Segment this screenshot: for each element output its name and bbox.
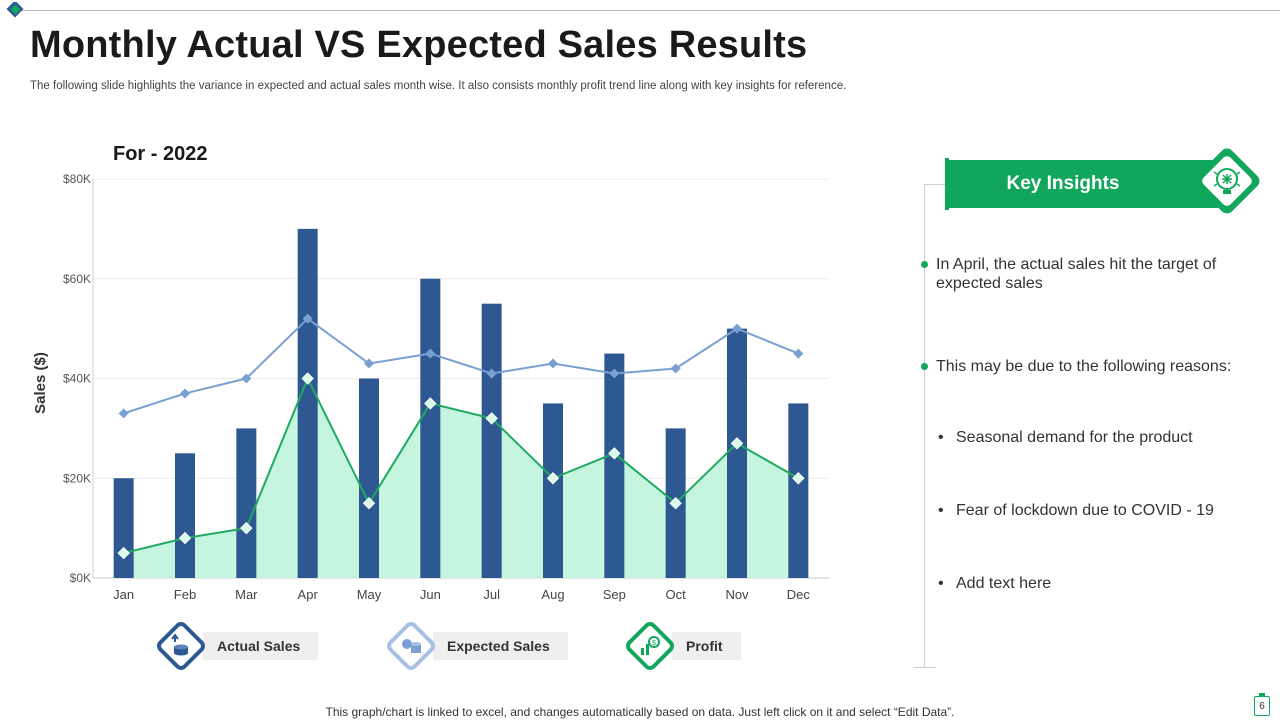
- x-tick-label: Mar: [235, 587, 258, 602]
- legend-profit[interactable]: $ Profit: [624, 620, 741, 672]
- expected-sales-marker: [609, 368, 620, 379]
- expected-sales-marker: [732, 323, 742, 334]
- x-tick-label: Jun: [420, 587, 441, 602]
- x-tick-label: Jan: [113, 587, 134, 602]
- insight-point-1: In April, the actual sales hit the targe…: [921, 255, 1256, 293]
- insights-divider: [924, 184, 925, 668]
- expected-sales-marker: [241, 373, 252, 384]
- top-rule: [18, 10, 1280, 11]
- y-tick-label: $60K: [63, 272, 91, 286]
- expected-sales-line: [123, 317, 799, 415]
- x-tick-label: Sep: [603, 587, 626, 602]
- bar-actual-sales: [543, 403, 563, 578]
- y-tick-label: $0K: [70, 571, 91, 585]
- profit-marker: [792, 472, 805, 485]
- insight-text: In April, the actual sales hit the targe…: [936, 256, 1217, 292]
- bar-actual-sales: [113, 478, 134, 578]
- x-tick-label: Feb: [174, 587, 196, 602]
- legend-actual-sales[interactable]: Actual Sales: [155, 620, 319, 672]
- bar-actual-sales: [727, 328, 747, 578]
- x-tick-label: May: [357, 587, 382, 602]
- x-tick-label: Oct: [666, 587, 687, 602]
- reason-text: Seasonal demand for the product: [956, 429, 1193, 446]
- bar-actual-sales: [359, 378, 379, 578]
- page-subtitle: The following slide highlights the varia…: [30, 80, 847, 92]
- bar-actual-sales: [175, 453, 195, 578]
- expected-sales-marker: [302, 313, 313, 324]
- profit-marker: [117, 546, 130, 560]
- y-tick-label: $20K: [63, 471, 91, 485]
- reason-item-2: • Fear of lockdown due to COVID - 19: [938, 502, 1214, 519]
- expected-sales-marker: [118, 408, 129, 419]
- expected-sales-marker: [486, 368, 497, 379]
- profit-marker: [608, 447, 621, 460]
- y-tick-label: $80K: [63, 172, 91, 186]
- expected-sales-marker: [548, 358, 558, 369]
- x-tick-label: Jul: [483, 587, 500, 602]
- profit-marker: [546, 472, 560, 485]
- expected-sales-marker: [180, 388, 190, 399]
- expected-sales-marker: [793, 348, 804, 359]
- profit-marker: [424, 397, 437, 410]
- profit-chart-icon: $: [626, 622, 674, 670]
- expected-sales-marker: [670, 363, 681, 374]
- bar-actual-sales: [481, 303, 502, 578]
- bar-actual-sales: [297, 228, 318, 578]
- profit-marker: [669, 496, 682, 510]
- x-tick-label: Aug: [541, 587, 564, 602]
- page-number: 6: [1254, 693, 1270, 716]
- expected-sales-marker: [425, 348, 436, 359]
- legend-expected-sales[interactable]: Expected Sales: [385, 620, 568, 672]
- footer-note: This graph/chart is linked to excel, and…: [325, 705, 955, 719]
- reason-text: Fear of lockdown due to COVID - 19: [956, 502, 1214, 519]
- lightbulb-brain-icon: [1194, 148, 1260, 214]
- reason-item-3: • Add text here: [938, 575, 1052, 592]
- bar-actual-sales: [236, 428, 257, 578]
- chart-title: For - 2022: [113, 143, 207, 165]
- svg-text:$: $: [652, 640, 656, 647]
- sales-chart: For - 2022 Sales ($) $0K $20K $40K $60K $80K…: [32, 143, 829, 602]
- x-tick-label: Dec: [787, 587, 811, 602]
- profit-marker: [730, 437, 744, 450]
- bullet-dot: [921, 363, 928, 370]
- x-tick-label: Nov: [725, 587, 749, 602]
- bar-actual-sales: [420, 278, 441, 578]
- profit-marker: [485, 412, 498, 425]
- legend-label: Actual Sales: [203, 632, 319, 660]
- bullet-dot: [921, 261, 928, 268]
- banner-edge: [945, 158, 949, 210]
- profit-marker: [362, 496, 376, 510]
- profit-marker: [301, 372, 314, 385]
- corner-logo-icon: [6, 2, 24, 18]
- x-tick-label: Apr: [298, 587, 319, 602]
- bar-actual-sales: [604, 353, 625, 578]
- key-insights-heading: Key Insights: [948, 160, 1218, 208]
- reason-item-1: • Seasonal demand for the product: [938, 429, 1193, 446]
- insight-point-2: This may be due to the following reasons…: [921, 357, 1256, 376]
- y-tick-label: $40K: [63, 372, 91, 386]
- profit-marker: [240, 521, 253, 535]
- bar-actual-sales: [788, 403, 809, 578]
- profit-line: [123, 376, 799, 555]
- legend-label: Profit: [672, 632, 741, 660]
- insights-divider-foot: [914, 667, 936, 668]
- y-axis-label: Sales ($): [32, 352, 49, 414]
- insight-text: This may be due to the following reasons…: [936, 358, 1232, 375]
- legend-label: Expected Sales: [433, 632, 568, 660]
- profit-area: [123, 378, 799, 578]
- profit-marker: [178, 531, 192, 545]
- coins-stack-icon: [387, 622, 435, 670]
- reason-text: Add text here: [956, 575, 1052, 592]
- page-title: Monthly Actual VS Expected Sales Results: [30, 24, 808, 66]
- coins-upload-icon: [157, 622, 205, 670]
- expected-sales-marker: [364, 358, 374, 369]
- insights-divider-top: [924, 184, 946, 185]
